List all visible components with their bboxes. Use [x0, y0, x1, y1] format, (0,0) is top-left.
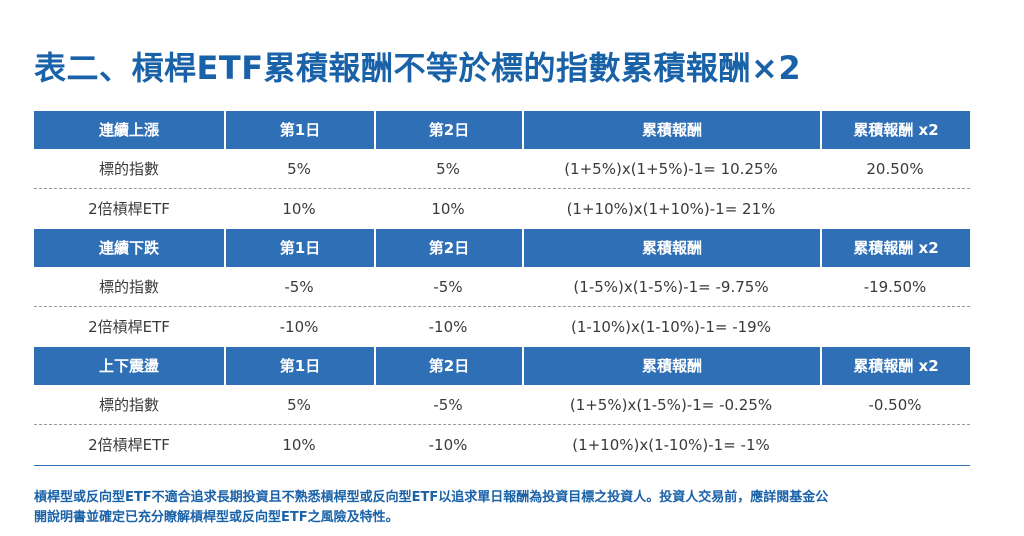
- day1-value: 10%: [282, 436, 316, 454]
- header-day1: 第1日: [224, 111, 374, 149]
- section-rising: 連續上漲 第1日 第2日 累積報酬 累積報酬 x2 標的指數 5% 5% (1+…: [34, 111, 970, 229]
- cumulative-formula: (1+10%)x(1+10%)-1= 21%: [566, 200, 776, 218]
- day2-value: -10%: [428, 436, 468, 454]
- cumulative-x2-value: -19.50%: [863, 278, 927, 296]
- table-header: 上下震盪 第1日 第2日 累積報酬 累積報酬 x2: [34, 347, 970, 385]
- day1-value: 10%: [282, 200, 316, 218]
- disclaimer-line-2: 開說明書並確定已充分瞭解槓桿型或反向型ETF之風險及特性。: [34, 510, 399, 525]
- header-scenario: 連續下跌: [98, 239, 159, 257]
- disclaimer-line-1: 槓桿型或反向型ETF不適合追求長期投資且不熟悉槓桿型或反向型ETF以追求單日報酬…: [34, 490, 829, 505]
- row-label: 標的指數: [98, 160, 159, 178]
- row-label: 2倍槓桿ETF: [88, 436, 170, 454]
- header-day2: 第2日: [374, 111, 522, 149]
- table-row: 2倍槓桿ETF 10% 10% (1+10%)x(1+10%)-1= 21%: [34, 189, 970, 229]
- table-header: 連續下跌 第1日 第2日 累積報酬 累積報酬 x2: [34, 229, 970, 267]
- day1-value: 5%: [287, 396, 311, 414]
- cumulative-formula: (1-5%)x(1-5%)-1= -9.75%: [573, 278, 769, 296]
- day2-value: -5%: [433, 278, 463, 296]
- day1-value: 5%: [287, 160, 311, 178]
- header-scenario: 上下震盪: [98, 357, 159, 375]
- cumulative-x2-value: [820, 425, 970, 465]
- table-row: 標的指數 5% 5% (1+5%)x(1+5%)-1= 10.25% 20.50…: [34, 149, 970, 189]
- header-scenario: 連續上漲: [98, 121, 159, 139]
- header-cumulative-x2: 累積報酬 x2: [820, 111, 970, 149]
- cumulative-x2-value: -0.50%: [868, 396, 922, 414]
- header-cumulative: 累積報酬: [522, 347, 820, 385]
- page-title: 表二、槓桿ETF累積報酬不等於標的指數累積報酬×2: [34, 49, 802, 87]
- header-cumulative: 累積報酬: [522, 229, 820, 267]
- day2-value: -10%: [428, 318, 468, 336]
- table-bottom-divider: [34, 465, 970, 466]
- cumulative-formula: (1+5%)x(1+5%)-1= 10.25%: [564, 160, 778, 178]
- comparison-table: 連續上漲 第1日 第2日 累積報酬 累積報酬 x2 標的指數 5% 5% (1+…: [34, 111, 970, 466]
- section-falling: 連續下跌 第1日 第2日 累積報酬 累積報酬 x2 標的指數 -5% -5% (…: [34, 229, 970, 347]
- day1-value: -5%: [284, 278, 314, 296]
- table-row: 2倍槓桿ETF 10% -10% (1+10%)x(1-10%)-1= -1%: [34, 425, 970, 465]
- table-row: 標的指數 5% -5% (1+5%)x(1-5%)-1= -0.25% -0.5…: [34, 385, 970, 425]
- header-cumulative: 累積報酬: [522, 111, 820, 149]
- header-day1: 第1日: [224, 229, 374, 267]
- row-label: 標的指數: [98, 396, 159, 414]
- disclaimer-footnote: 槓桿型或反向型ETF不適合追求長期投資且不熟悉槓桿型或反向型ETF以追求單日報酬…: [34, 488, 994, 528]
- table-row: 2倍槓桿ETF -10% -10% (1-10%)x(1-10%)-1= -19…: [34, 307, 970, 347]
- cumulative-x2-value: 20.50%: [866, 160, 924, 178]
- cumulative-formula: (1+10%)x(1-10%)-1= -1%: [572, 436, 770, 454]
- row-label: 2倍槓桿ETF: [88, 318, 170, 336]
- cumulative-x2-value: [820, 189, 970, 229]
- header-cumulative-x2: 累積報酬 x2: [820, 347, 970, 385]
- header-day2: 第2日: [374, 229, 522, 267]
- section-oscillating: 上下震盪 第1日 第2日 累積報酬 累積報酬 x2 標的指數 5% -5% (1…: [34, 347, 970, 466]
- day2-value: 5%: [436, 160, 460, 178]
- header-day1: 第1日: [224, 347, 374, 385]
- row-label: 標的指數: [98, 278, 159, 296]
- day2-value: 10%: [431, 200, 465, 218]
- header-cumulative-x2: 累積報酬 x2: [820, 229, 970, 267]
- cumulative-x2-value: [820, 307, 970, 347]
- cumulative-formula: (1-10%)x(1-10%)-1= -19%: [571, 318, 771, 336]
- table-header: 連續上漲 第1日 第2日 累積報酬 累積報酬 x2: [34, 111, 970, 149]
- cumulative-formula: (1+5%)x(1-5%)-1= -0.25%: [569, 396, 773, 414]
- table-row: 標的指數 -5% -5% (1-5%)x(1-5%)-1= -9.75% -19…: [34, 267, 970, 307]
- day1-value: -10%: [279, 318, 319, 336]
- header-day2: 第2日: [374, 347, 522, 385]
- row-label: 2倍槓桿ETF: [88, 200, 170, 218]
- day2-value: -5%: [433, 396, 463, 414]
